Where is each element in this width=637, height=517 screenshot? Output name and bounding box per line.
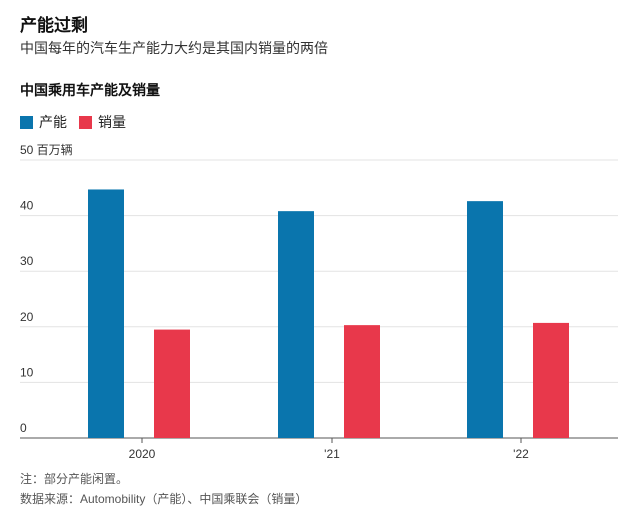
- bar-capacity-1: [278, 211, 314, 438]
- y-tick-label: 50 百万辆: [20, 143, 73, 157]
- legend: 产能 销量: [20, 112, 138, 132]
- legend-item-sales: 销量: [79, 112, 126, 132]
- bar-sales-2: [533, 322, 569, 438]
- y-tick-label: 10: [20, 365, 34, 379]
- legend-label-capacity: 产能: [39, 114, 67, 130]
- legend-swatch-capacity: [20, 115, 33, 129]
- legend-swatch-sales: [79, 115, 92, 129]
- y-tick-label: 0: [20, 421, 27, 435]
- x-tick-label: '21: [324, 447, 340, 461]
- bar-capacity-2: [467, 201, 503, 438]
- legend-label-sales: 销量: [98, 114, 126, 130]
- bar-chart: 0 10 20 30 40 50 百万辆 2020 '21 '22: [20, 143, 618, 461]
- bar-capacity-0: [88, 189, 124, 438]
- legend-item-capacity: 产能: [20, 112, 67, 132]
- chart-note: 注：部分产能闲置。: [20, 472, 129, 486]
- x-tick-label: '22: [513, 447, 529, 461]
- chart-title: 中国乘用车产能及销量: [20, 82, 160, 98]
- bar-sales-0: [154, 329, 190, 438]
- chart-subtitle: 中国每年的汽车生产能力大约是其国内销量的两倍: [20, 40, 328, 56]
- y-tick-label: 20: [20, 310, 34, 324]
- x-tick-label: 2020: [129, 447, 156, 461]
- chart-main-title: 产能过剩: [20, 16, 88, 35]
- y-tick-label: 30: [20, 254, 34, 268]
- bar-sales-1: [344, 325, 380, 438]
- y-tick-label: 40: [20, 199, 34, 213]
- chart-source: 数据来源：Automobility（产能）、中国乘联会（销量）: [20, 492, 308, 506]
